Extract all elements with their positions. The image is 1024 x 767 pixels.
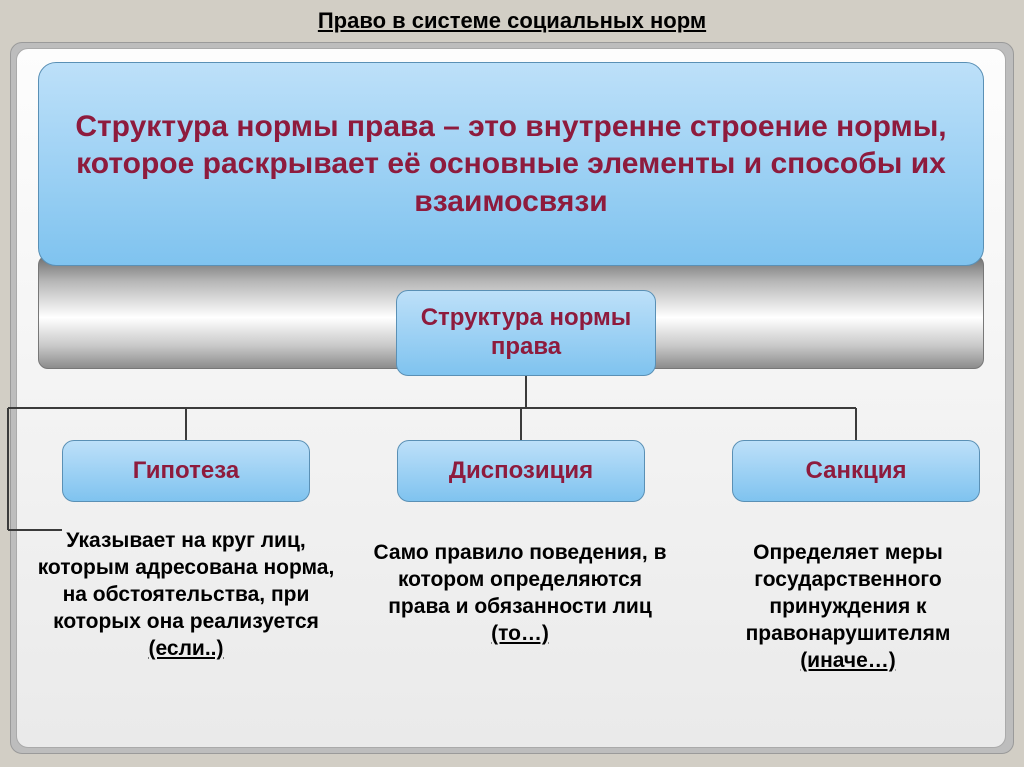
desc-underline: (если..) [149, 637, 224, 660]
element-desc-disposition: Само правило поведения, в котором опреде… [370, 540, 670, 648]
page-title: Право в системе социальных норм [0, 0, 1024, 38]
structure-label-box: Структура нормы права [396, 290, 656, 376]
element-desc-hypothesis: Указывает на круг лиц, которым адресован… [36, 528, 336, 662]
desc-underline: (иначе…) [800, 649, 896, 672]
desc-text: Указывает на круг лиц, которым адресован… [38, 529, 335, 633]
desc-text: Само правило поведения, в котором опреде… [373, 541, 666, 618]
element-label: Санкция [806, 457, 907, 485]
element-label: Гипотеза [133, 457, 239, 485]
definition-box: Структура нормы права – это внутренне ст… [38, 62, 984, 266]
definition-text: Структура нормы права – это внутренне ст… [65, 108, 957, 221]
element-box-disposition: Диспозиция [397, 440, 645, 502]
desc-text: Определяет меры государственного принужд… [746, 541, 951, 645]
structure-label: Структура нормы права [397, 304, 655, 362]
element-box-hypothesis: Гипотеза [62, 440, 310, 502]
element-desc-sanction: Определяет меры государственного принужд… [698, 540, 998, 674]
desc-underline: (то…) [491, 622, 549, 645]
element-label: Диспозиция [449, 457, 593, 485]
element-box-sanction: Санкция [732, 440, 980, 502]
